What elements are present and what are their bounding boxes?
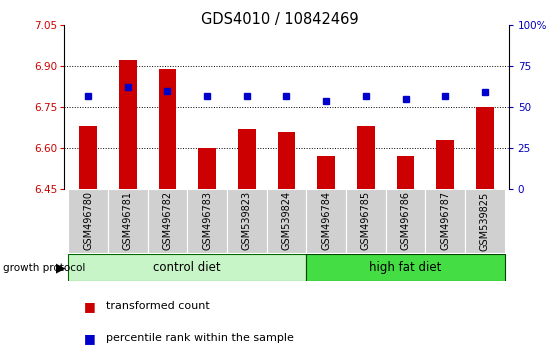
Text: GSM496784: GSM496784 [321,191,331,250]
Text: GSM496785: GSM496785 [361,191,371,250]
Bar [425,189,465,253]
Text: GSM539825: GSM539825 [480,191,490,251]
Text: GSM496783: GSM496783 [202,191,212,250]
Text: percentile rank within the sample: percentile rank within the sample [106,333,294,343]
Bar [267,189,306,253]
Text: GSM496786: GSM496786 [401,191,410,250]
Bar [346,189,386,253]
Bar [187,189,227,253]
Text: GSM496787: GSM496787 [440,191,450,250]
Bar [227,189,267,253]
Text: ■: ■ [84,300,96,313]
Bar [238,129,255,189]
Text: GSM539824: GSM539824 [282,191,291,250]
Text: ▶: ▶ [55,261,65,274]
Text: GSM496780: GSM496780 [83,191,93,250]
Bar [108,189,148,253]
Text: GSM539823: GSM539823 [242,191,252,250]
Text: control diet: control diet [154,261,221,274]
Bar [357,126,375,189]
Bar [148,189,187,253]
Text: GSM496781: GSM496781 [123,191,133,250]
Bar [476,107,494,189]
Bar [68,189,108,253]
Bar [306,255,505,281]
Bar [396,156,414,189]
Bar [159,69,177,189]
Bar [318,156,335,189]
Bar [386,189,425,253]
Bar [79,126,97,189]
Text: ■: ■ [84,332,96,344]
Bar [436,140,454,189]
Text: transformed count: transformed count [106,301,210,311]
Bar [198,148,216,189]
Text: GDS4010 / 10842469: GDS4010 / 10842469 [201,12,358,27]
Text: high fat diet: high fat diet [369,261,442,274]
Text: growth protocol: growth protocol [3,263,85,273]
Bar [465,189,505,253]
Bar [119,61,137,189]
Bar [278,132,295,189]
Text: GSM496782: GSM496782 [163,191,172,250]
Bar [306,189,346,253]
Bar [68,255,306,281]
